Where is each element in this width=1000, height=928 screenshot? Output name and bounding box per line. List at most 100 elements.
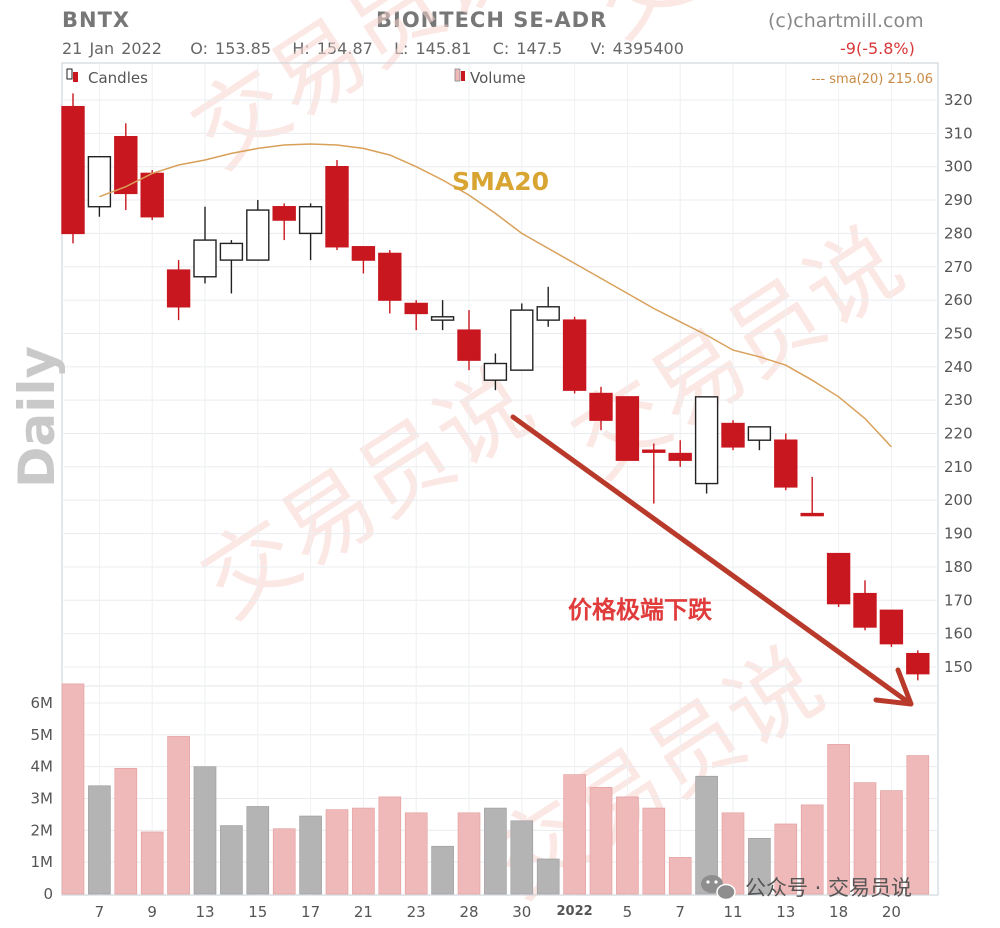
volume-tick-label: 1M — [31, 853, 54, 871]
candle-body — [298, 206, 323, 235]
legend-volume-swatch — [454, 68, 461, 82]
volume-bar — [668, 857, 692, 895]
volume-bar — [167, 736, 190, 895]
candle-body — [721, 422, 745, 448]
price-change: -9(-5.8%) — [840, 39, 915, 58]
company-name: BIONTECH SE-ADR — [376, 8, 608, 32]
candle-body — [325, 166, 349, 248]
candle — [826, 552, 851, 607]
volume-tick-label: 2M — [31, 821, 54, 839]
price-gridlines — [62, 99, 938, 668]
volume-bar — [88, 785, 111, 895]
volume-bar — [61, 683, 85, 895]
downtrend-arrow — [510, 414, 914, 707]
volume-bar — [193, 766, 217, 895]
watermark-layer: 交易员说交易员说交易员说交易员说交易员说 — [174, 0, 941, 918]
price-tick-label: 240 — [944, 358, 973, 376]
volume-tick-label: 3M — [31, 790, 54, 808]
volume-bar — [774, 823, 798, 895]
candle-body — [536, 306, 560, 321]
volume-bar — [378, 796, 402, 895]
price-tick-label: 320 — [944, 91, 973, 109]
price-tick-label: 170 — [944, 591, 973, 609]
volume-bar — [642, 807, 666, 895]
date-tick-label: 13 — [195, 903, 214, 921]
candle — [642, 443, 666, 504]
candle — [589, 386, 613, 431]
quote-high: H: 154.87 — [292, 39, 373, 58]
candle-body — [272, 206, 296, 221]
candle — [166, 260, 191, 321]
volume-tick-label: 0 — [43, 885, 53, 903]
price-tick-label: 260 — [944, 291, 973, 309]
volume-bar — [800, 804, 824, 895]
volume-bar — [246, 806, 270, 895]
candle-body — [140, 172, 164, 218]
date-tick-label: 9 — [147, 903, 157, 921]
date-tick-label: 20 — [882, 903, 901, 921]
price-tick-label: 230 — [944, 391, 973, 409]
quote-close: C: 147.5 — [492, 39, 563, 58]
wechat-icon — [701, 875, 736, 901]
candle-body — [457, 329, 481, 361]
candle-body — [87, 155, 112, 208]
candle — [800, 476, 824, 517]
candle-body — [906, 652, 930, 675]
volume-bar — [457, 812, 481, 895]
candle-body — [589, 392, 613, 421]
candle — [404, 300, 428, 331]
candle-body — [668, 452, 692, 461]
date-tick-label: 30 — [512, 903, 531, 921]
candle-body — [166, 269, 191, 308]
footer-text: 公众号 · 交易员说 — [745, 876, 912, 900]
quote-open: O: 153.85 — [190, 39, 272, 58]
volume-bar — [827, 744, 850, 895]
candle — [272, 203, 296, 241]
candle — [87, 155, 112, 217]
ticker-symbol: BNTX — [62, 8, 131, 32]
sma20-label: SMA20 — [452, 167, 549, 196]
candle — [246, 200, 270, 261]
date-tick-label: 11 — [723, 903, 742, 921]
candle-body — [826, 552, 851, 605]
price-tick-label: 290 — [944, 191, 973, 209]
legend-down-swatch — [73, 72, 78, 82]
price-tick-label: 190 — [944, 525, 973, 543]
candle-body — [483, 362, 508, 381]
candle — [694, 396, 719, 494]
volume-bar — [484, 807, 507, 895]
volume-bar — [510, 820, 534, 895]
candlesticks — [61, 93, 930, 681]
volume-bar — [431, 845, 454, 895]
legend-sma: --- sma(20) 215.06 — [811, 72, 933, 87]
candle — [510, 303, 534, 371]
volume-bars — [61, 683, 930, 895]
price-tick-label: 150 — [944, 658, 973, 676]
legend: Candles Volume --- sma(20) 215.06 — [66, 68, 933, 87]
date-tick-label: 28 — [459, 903, 478, 921]
candle — [378, 250, 402, 314]
price-tick-label: 210 — [944, 458, 973, 476]
candle — [483, 353, 508, 391]
quote-date: 21 Jan 2022 — [62, 39, 162, 58]
candle — [536, 286, 560, 327]
footer-brand: 公众号 · 交易员说 — [701, 875, 912, 901]
date-tick-label: 21 — [354, 903, 373, 921]
candle-body — [351, 246, 376, 261]
volume-tick-label: 6M — [31, 694, 54, 712]
candle — [140, 170, 164, 221]
candle — [721, 420, 745, 451]
candle-body — [510, 309, 534, 371]
legend-volume: Volume — [470, 69, 526, 87]
candle — [457, 310, 481, 371]
candle — [114, 123, 138, 211]
date-tick-label: 15 — [248, 903, 267, 921]
volume-bar — [853, 782, 877, 895]
candle-body — [747, 426, 772, 441]
price-tick-label: 280 — [944, 224, 973, 242]
volume-tick-label: 5M — [31, 726, 54, 744]
price-tick-label: 200 — [944, 491, 973, 509]
watermark-text: 交易员说 — [174, 0, 541, 188]
candle — [615, 396, 640, 461]
